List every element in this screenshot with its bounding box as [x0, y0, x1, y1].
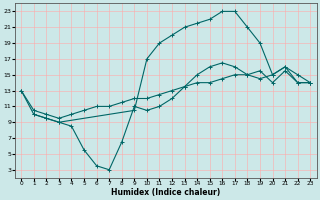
X-axis label: Humidex (Indice chaleur): Humidex (Indice chaleur) [111, 188, 220, 197]
